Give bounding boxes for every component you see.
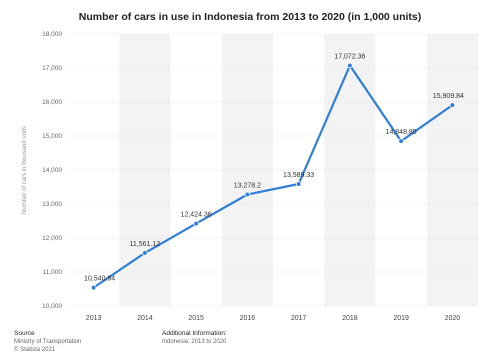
data-point — [347, 62, 353, 69]
data-point — [449, 102, 456, 108]
y-tick-label: 18,000 — [42, 31, 62, 38]
data-point — [193, 220, 199, 227]
x-tick-label: 2020 — [445, 315, 461, 322]
source-block: Source Ministry of Transportation © Stat… — [14, 330, 81, 354]
y-tick-label: 12,000 — [42, 235, 62, 242]
data-point — [398, 138, 404, 144]
data-label: 10,540.94 — [84, 276, 115, 283]
additional-info-line: Indonesia; 2013 to 2020 — [162, 339, 227, 345]
y-tick-label: 11,000 — [43, 269, 63, 276]
data-label: 13,278.2 — [234, 183, 261, 190]
x-tick-label: 2014 — [137, 315, 153, 322]
y-axis-label: Number of cars in thousand units — [22, 126, 28, 214]
data-label: 11,561.12 — [130, 241, 161, 248]
data-label: 13,589.33 — [283, 172, 314, 179]
source-heading: Source — [14, 330, 35, 337]
additional-info-heading: Additional Information: — [162, 330, 227, 337]
y-tick-label: 13,000 — [42, 201, 62, 208]
x-tick-label: 2018 — [342, 315, 358, 322]
y-tick-label: 15,000 — [42, 133, 62, 140]
series-line — [92, 64, 454, 289]
copyright-line: © Statista 2021 — [14, 347, 56, 353]
x-tick-label: 2017 — [291, 315, 307, 322]
data-label: 12,424.36 — [181, 212, 212, 219]
source-line: Ministry of Transportation — [14, 339, 82, 345]
data-label: 15,909.84 — [433, 93, 464, 100]
data-point — [142, 250, 148, 256]
x-tick-label: 2015 — [188, 315, 204, 322]
data-point — [244, 191, 251, 198]
x-tick-label: 2019 — [393, 315, 409, 322]
y-tick-label: 10,000 — [42, 303, 62, 310]
y-tick-label: 16,000 — [42, 99, 62, 106]
data-label: 17,072.36 — [334, 54, 365, 61]
x-tick-label: 2013 — [86, 315, 102, 322]
additional-info-block: Additional Information: Indonesia; 2013 … — [162, 330, 227, 346]
data-label: 14,848.85 — [386, 129, 417, 136]
y-tick-label: 14,000 — [42, 167, 62, 174]
data-point — [295, 181, 302, 187]
y-tick-label: 17,000 — [42, 65, 62, 72]
data-point — [90, 284, 97, 291]
chart-title: Number of cars in use in Indonesia from … — [79, 11, 422, 23]
x-tick-label: 2016 — [240, 315, 256, 322]
